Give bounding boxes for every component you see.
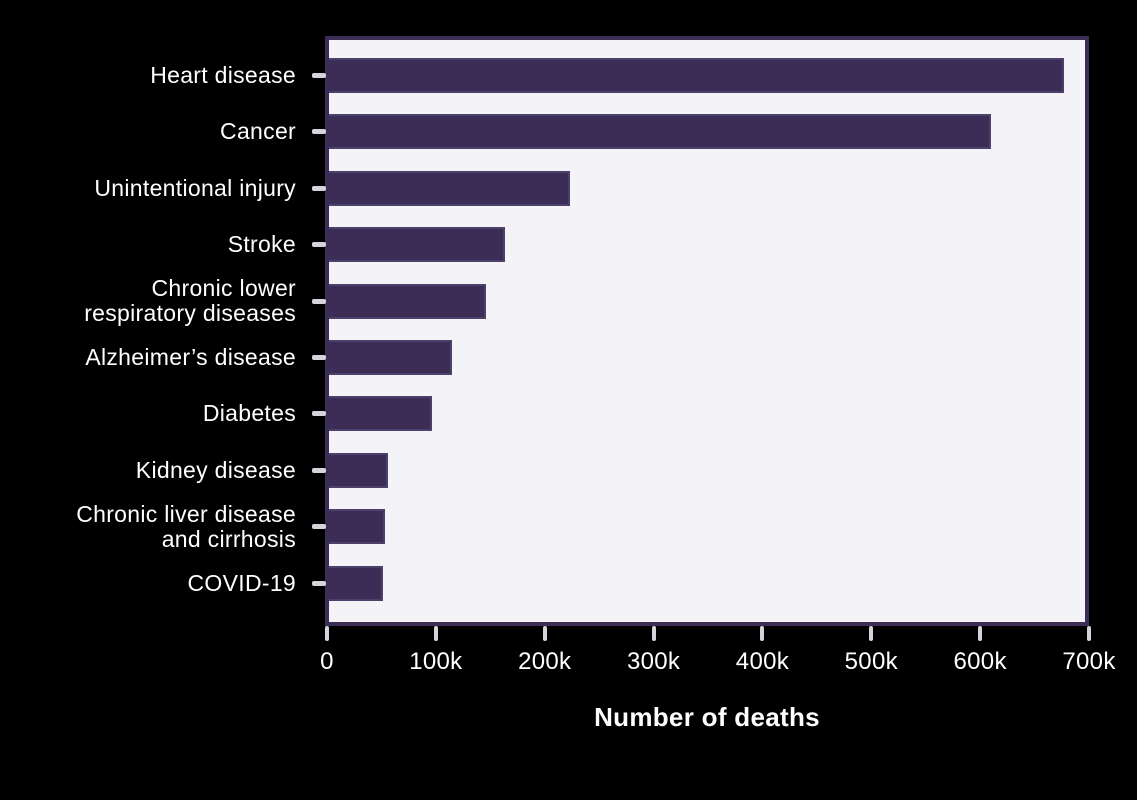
x-axis-title: Number of deaths [594,702,820,732]
y-tick [312,467,326,473]
x-tick [869,626,874,641]
bar [329,452,388,488]
y-tick [312,524,326,530]
y-axis-labels: Heart disease Cancer Unintentional injury S… [0,36,296,626]
y-tick [312,129,326,135]
bar [329,170,570,206]
category-label: Kidney disease [135,456,296,483]
bar [329,565,383,601]
y-tick [312,411,326,417]
x-tick [978,626,983,641]
x-tick [325,626,329,641]
x-tick [433,626,438,641]
category-label: Diabetes [202,400,296,427]
y-tick [312,298,326,304]
category-label: Stroke [227,231,296,258]
x-tick-label: 0 [320,648,334,675]
bar [329,114,991,150]
y-tick [312,73,326,78]
category-label: Heart disease [150,62,296,88]
category-label: Chronic lower respiratory diseases [84,275,296,327]
bar [329,283,486,319]
category-label: Alzheimer’s disease [85,344,296,370]
bar [329,509,385,545]
x-tick-label: 300k [626,648,681,675]
x-tick-label: 400k [735,648,790,675]
x-tick-label: 100k [409,648,463,675]
x-tick [760,626,765,641]
y-tick [312,242,326,248]
x-tick-label: 200k [518,648,572,675]
x-tick [651,626,656,641]
plot-area [325,36,1089,626]
bar [329,58,1064,93]
x-tick-label: 600k [953,648,1007,675]
category-label: Cancer [220,118,296,145]
y-tick [312,355,326,360]
bar [329,396,432,432]
bar [329,340,452,375]
x-tick-label: 700k [1062,648,1116,675]
x-tick-label: 500k [844,648,898,675]
category-label: Chronic liver disease and cirrhosis [76,500,296,552]
category-label: COVID-19 [187,569,296,596]
x-tick [542,626,547,641]
y-tick [312,185,326,191]
bar [329,227,505,263]
category-label: Unintentional injury [94,174,296,201]
x-tick [1087,626,1091,641]
y-tick [312,580,326,586]
